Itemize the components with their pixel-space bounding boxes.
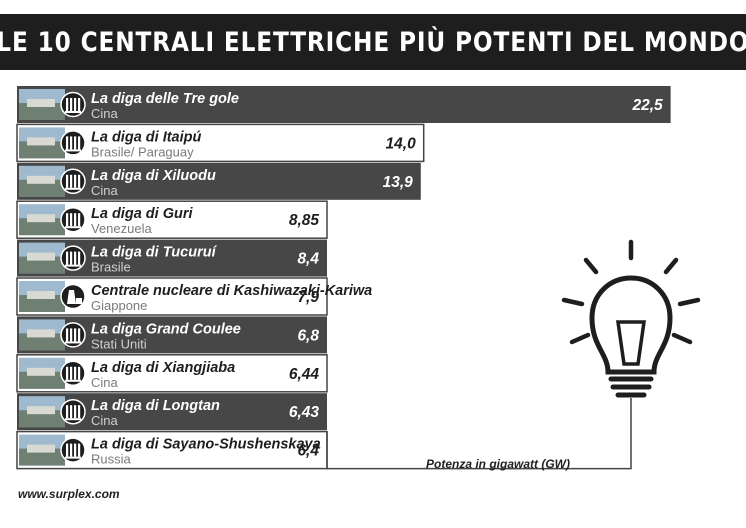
plant-country: Stati Uniti: [91, 336, 147, 351]
dam-icon: [60, 91, 86, 118]
plant-photo: [19, 204, 65, 236]
plant-name: La diga di Tucuruí: [91, 245, 218, 261]
value-label: 8,4: [297, 251, 319, 268]
dam-icon: [60, 206, 86, 233]
plant-name: La diga di Xiluodu: [91, 168, 216, 184]
connector-line: [326, 398, 632, 470]
plant-name: La diga di Itaipú: [91, 129, 202, 145]
plant-name: La diga delle Tre gole: [91, 91, 239, 107]
plant-country: Brasile/ Paraguay: [91, 144, 194, 159]
dam-icon: [60, 437, 86, 463]
plant-photo: [19, 434, 65, 466]
dam-icon: [60, 360, 86, 387]
value-label: 13,9: [383, 174, 414, 191]
plant-name: Centrale nucleare di Kashiwazaki-Kariwa: [91, 283, 372, 299]
title-banner: LE 10 CENTRALI ELETTRICHE PIÙ POTENTI DE…: [0, 14, 746, 70]
value-label: 6,8: [297, 327, 319, 344]
plant-country: Russia: [91, 452, 132, 467]
plant-photo: [19, 357, 65, 389]
bar: [17, 86, 671, 123]
plant-name: La diga di Xiangjiaba: [91, 360, 235, 376]
value-label: 6,44: [289, 366, 320, 383]
dam-icon: [60, 322, 86, 348]
plant-country: Cina: [91, 106, 119, 121]
plant-country: Brasile: [91, 260, 131, 275]
plant-photo: [19, 89, 65, 120]
plant-country: Venezuela: [91, 221, 152, 236]
plant-country: Giappone: [91, 298, 147, 313]
plant-country: Cina: [91, 183, 119, 198]
plant-photo: [19, 242, 65, 274]
bar-row: Centrale nucleare di Kashiwazaki-KariwaG…: [16, 277, 372, 316]
value-label: 8,85: [289, 212, 320, 229]
dam-icon: [60, 130, 86, 156]
plant-name: La diga di Sayano-Shushenskaya: [91, 437, 321, 453]
dam-icon: [60, 398, 86, 425]
plant-name: La diga Grand Coulee: [91, 321, 241, 337]
plant-photo: [19, 165, 65, 197]
unit-label: Potenza in gigawatt (GW): [426, 457, 570, 471]
footer-url[interactable]: www.surplex.com: [18, 487, 120, 501]
value-label: 6,43: [289, 404, 320, 421]
lightbulb-icon: [561, 239, 701, 398]
value-label: 14,0: [386, 135, 417, 152]
value-label: 7,9: [297, 289, 319, 306]
value-label: 22,5: [631, 97, 663, 114]
value-label: 6,4: [297, 443, 319, 460]
plant-photo: [19, 396, 65, 428]
dam-icon: [60, 168, 86, 195]
plant-country: Cina: [91, 413, 119, 428]
nuclear-plant-icon: [60, 283, 86, 310]
plant-country: Cina: [91, 375, 119, 390]
plant-name: La diga di Longtan: [91, 398, 220, 414]
plant-photo: [19, 127, 65, 159]
plant-photo: [19, 281, 65, 312]
chart-title: LE 10 CENTRALI ELETTRICHE PIÙ POTENTI DE…: [0, 26, 746, 58]
plant-name: La diga di Guri: [91, 206, 193, 222]
plant-photo: [19, 319, 65, 351]
dam-icon: [60, 245, 86, 271]
